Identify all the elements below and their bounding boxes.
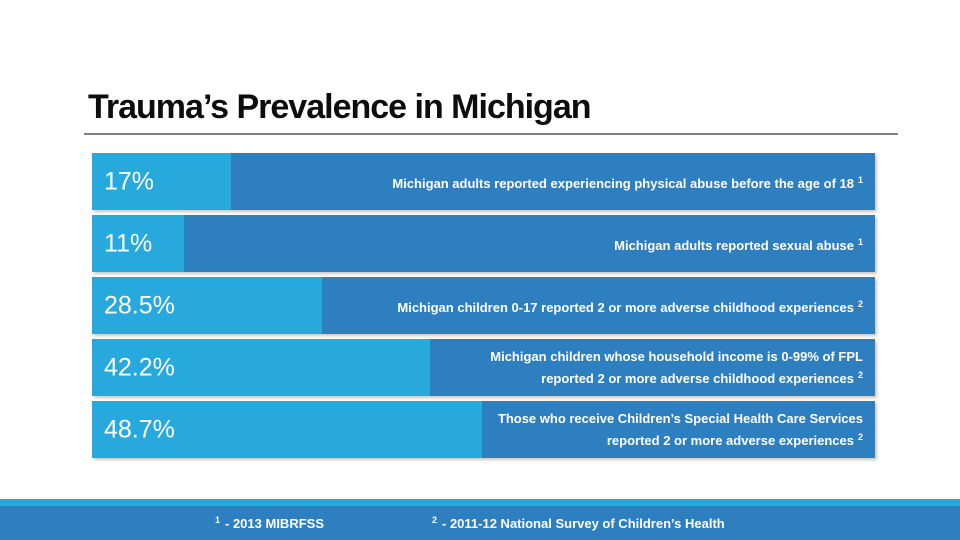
footnote-source-1: 1- 2013 MIBRFSS	[215, 515, 324, 531]
percent-label: 17%	[104, 167, 155, 195]
percent-label: 48.7%	[104, 415, 175, 443]
stat-row-sexual-abuse: 11% Michigan adults reported sexual abus…	[92, 215, 875, 272]
bar-value-segment	[92, 277, 322, 334]
stat-row-cshcs-aces: 48.7% Those who receive Children’s Speci…	[92, 401, 875, 458]
footnote-ref: 1	[857, 174, 863, 185]
bar-description-text: Michigan children 0-17 reported 2 or mor…	[397, 298, 863, 315]
bar-description-segment: Michigan children 0-17 reported 2 or mor…	[322, 277, 875, 334]
bar-value-segment	[92, 215, 184, 272]
footnote-source-2: 2- 2011-12 National Survey of Children’s…	[432, 515, 725, 531]
percent-label: 11%	[104, 229, 153, 257]
bar-description-segment: Michigan adults reported experiencing ph…	[231, 153, 875, 210]
stat-row-fpl-aces: 42.2% Michigan children whose household …	[92, 339, 875, 396]
bar-description-text: Michigan adults reported experiencing ph…	[392, 174, 863, 191]
bar-description-text: Those who receive Children’s Special Hea…	[497, 411, 863, 426]
footnote-ref: 1	[215, 515, 221, 525]
bar-value-segment	[92, 153, 231, 210]
bar-description-text: Michigan children whose household income…	[490, 349, 863, 364]
footnote-ref: 2	[432, 515, 438, 525]
bar-description-text: reported 2 or more adverse experiences 2	[606, 432, 863, 448]
percent-label: 42.2%	[104, 353, 175, 381]
bar-description-text: Michigan adults reported sexual abuse 1	[614, 236, 863, 253]
bar-value-segment	[92, 401, 482, 458]
bar-value-segment	[92, 339, 430, 396]
footnote-ref: 1	[857, 236, 863, 247]
footer-band: 1- 2013 MIBRFSS 2- 2011-12 National Surv…	[0, 506, 960, 540]
percent-label: 28.5%	[104, 291, 175, 319]
stat-row-physical-abuse: 17% Michigan adults reported experiencin…	[92, 153, 875, 210]
footnote-ref: 2	[857, 298, 863, 309]
bar-description-segment: Michigan children whose household income…	[430, 339, 875, 396]
footnote-ref: 2	[857, 370, 863, 380]
slide-title: Trauma’s Prevalence in Michigan	[88, 88, 592, 126]
stat-bar-chart: 17% Michigan adults reported experiencin…	[92, 153, 875, 463]
bar-description-segment: Michigan adults reported sexual abuse 1	[184, 215, 875, 272]
bar-description-segment: Those who receive Children’s Special Hea…	[482, 401, 875, 458]
footnote-ref: 2	[857, 432, 863, 442]
bar-description-text: reported 2 or more adverse childhood exp…	[541, 370, 863, 386]
stat-row-children-aces: 28.5% Michigan children 0-17 reported 2 …	[92, 277, 875, 334]
title-underline	[84, 133, 898, 135]
footer-accent-strip	[0, 499, 960, 506]
